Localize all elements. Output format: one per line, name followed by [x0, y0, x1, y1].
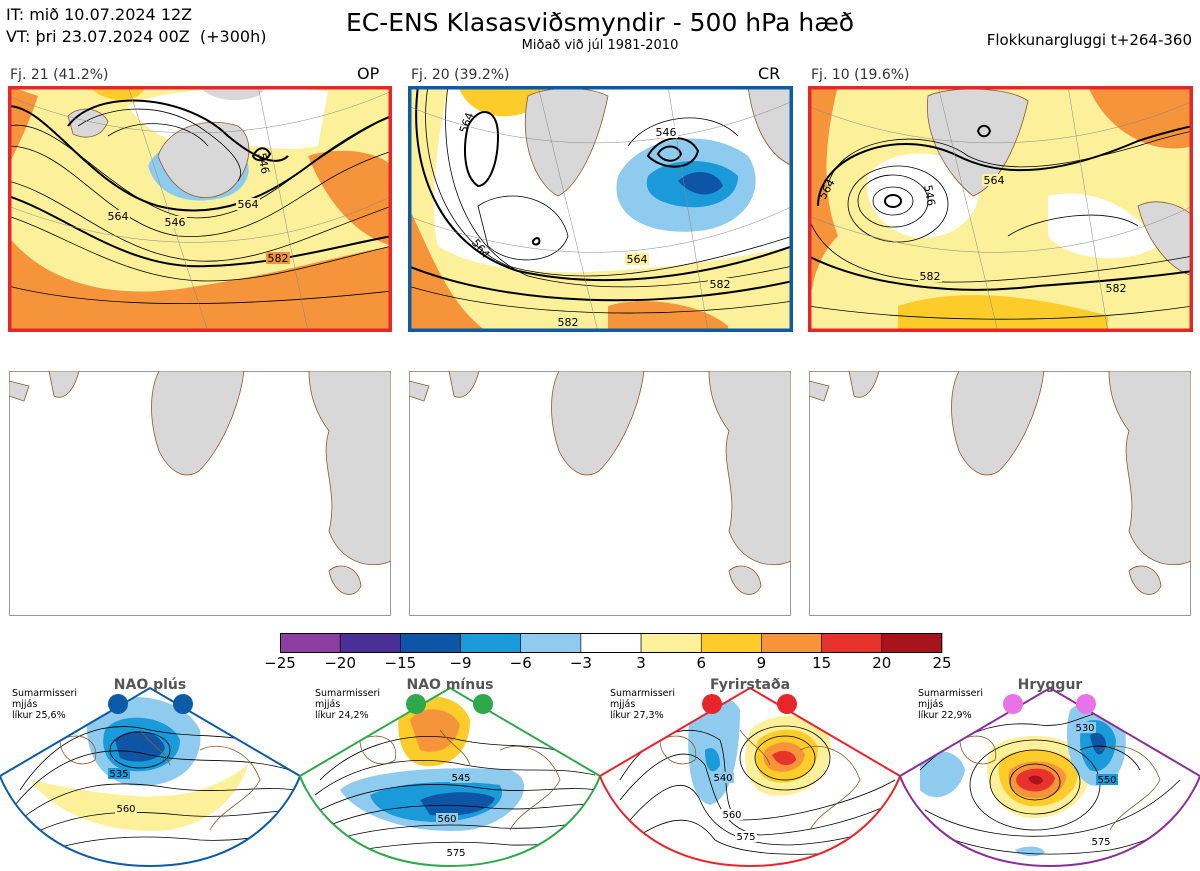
colorbar-tick-label: 3 — [636, 654, 646, 672]
blocking-dot-right — [777, 694, 797, 714]
colorbar-swatch — [881, 633, 943, 653]
cr-border — [408, 86, 793, 332]
op-border — [8, 86, 392, 332]
colorbar-swatch — [821, 633, 883, 653]
cluster-2-contour-582a: 582 — [710, 278, 731, 291]
regime-title-nao-plus: NAO plús — [113, 677, 187, 693]
ridge-frame — [898, 686, 1200, 868]
colorbar-swatch — [640, 633, 702, 653]
ridge-dot-right — [1076, 694, 1096, 714]
cluster-1-contour-564a: 564 — [108, 210, 129, 223]
cluster-2-contour-582b: 582 — [558, 316, 579, 329]
nao-minus-contour-575: 575 — [446, 848, 465, 859]
cluster-3-contour-582a: 582 — [920, 270, 941, 283]
blank-map-2 — [409, 371, 791, 616]
classification-window: Flokkunargluggi t+264-360 — [986, 31, 1192, 49]
nao-minus-frame — [298, 686, 602, 868]
colorbar-tick-label: −3 — [569, 654, 592, 672]
cluster-2-tag: CR — [758, 64, 781, 83]
colorbar-tick-label: −6 — [509, 654, 532, 672]
colorbar-swatch — [339, 633, 401, 653]
colorbar-tick-label: −25 — [264, 654, 296, 672]
nao-minus-contour-560: 560 — [437, 814, 456, 825]
header-run-info: IT: mið 10.07.2024 12Z VT: þri 23.07.202… — [6, 4, 266, 48]
ridge-dot-left — [1003, 694, 1023, 714]
nao-plus-dot-right — [173, 694, 193, 714]
colorbar — [280, 633, 943, 653]
nao-minus-dot-right — [473, 694, 493, 714]
colorbar-tick-label: 15 — [812, 654, 832, 672]
regime-title-nao-minus: NAO mínus — [406, 677, 494, 693]
cluster-1-contour-582: 582 — [268, 252, 289, 265]
colorbar-tick-label: −15 — [384, 654, 417, 672]
colorbar-tick-label: 6 — [696, 654, 707, 672]
nao-minus-contour-545: 545 — [451, 773, 470, 784]
colorbar-tick-label: 20 — [872, 654, 892, 672]
cluster-1-contour-546b: 546 — [255, 152, 271, 175]
regime-note-nao-plus: Sumarmisseri mjjás líkur 25,6% — [12, 688, 78, 721]
page-title: EC-ENS Klasasviðsmyndir - 500 hPa hæð — [345, 8, 855, 37]
page-subtitle: Miðað við júl 1981-2010 — [521, 38, 679, 53]
ridge-contour-550: 550 — [1097, 775, 1116, 786]
colorbar-swatch — [280, 633, 341, 653]
cluster-2-label: Fj. 20 (39.2%) — [411, 67, 510, 83]
cluster-3-contour-546: 546 — [921, 184, 937, 207]
blocking-contour-575: 575 — [736, 832, 755, 843]
colorbar-swatch — [761, 633, 822, 653]
nao-plus-dot-left — [108, 694, 128, 714]
regime-maps: 535 560 545 560 575 — [0, 686, 1200, 868]
cluster-3-contour-564a: 564 — [984, 174, 1005, 187]
regime-title-ridge: Hryggur — [1017, 677, 1083, 693]
colorbar-swatch — [460, 633, 522, 653]
regime-note-nao-minus: Sumarmisseri mjjás líkur 24,2% — [315, 688, 381, 721]
colorbar-tick-label: −20 — [324, 654, 356, 672]
nao-plus-contour-535: 535 — [109, 769, 128, 780]
cluster-3-border — [808, 86, 1193, 332]
regime-note-ridge: Sumarmisseri mjjás líkur 22,9% — [918, 688, 984, 721]
cluster-1-contour-564b: 564 — [238, 198, 259, 211]
valid-time: VT: þri 23.07.2024 00Z (+300h) — [6, 27, 267, 46]
ridge-contour-575: 575 — [1091, 837, 1110, 848]
blocking-frame — [598, 686, 902, 868]
nao-minus-dot-left — [406, 694, 426, 714]
colorbar-tick-label: 25 — [932, 654, 952, 672]
colorbar-swatch — [580, 633, 642, 653]
cluster-3-contour-582b: 582 — [1106, 282, 1127, 295]
blocking-contour-540: 540 — [713, 773, 732, 784]
cluster-1-label: Fj. 21 (41.2%) — [10, 67, 109, 83]
cluster-map-3: 546 564 582 582 564 — [808, 86, 1193, 332]
cluster-2-contour-564b: 564 — [627, 253, 648, 266]
cluster-1-tag: OP — [357, 64, 380, 83]
blank-map-3 — [809, 371, 1191, 616]
colorbar-swatch — [400, 633, 461, 653]
colorbar-swatch — [700, 633, 762, 653]
colorbar-swatch — [520, 633, 582, 653]
ridge-contour-530: 530 — [1075, 723, 1094, 734]
nao-plus-frame — [0, 686, 302, 868]
colorbar-tick-label: −9 — [449, 654, 472, 672]
cluster-map-2: 546 564 582 564 564 582 — [408, 86, 793, 332]
blocking-dot-left — [702, 694, 722, 714]
cluster-map-1: 564 546 582 564 546 — [8, 86, 392, 332]
init-time: IT: mið 10.07.2024 12Z — [6, 5, 193, 24]
colorbar-tick-label: 9 — [756, 654, 767, 672]
cluster-1-contour-546a: 546 — [165, 216, 186, 229]
cluster-2-contour-546: 546 — [656, 126, 677, 139]
nao-plus-contour-560: 560 — [116, 804, 135, 815]
cluster-3-label: Fj. 10 (19.6%) — [811, 67, 910, 83]
blocking-contour-560: 560 — [722, 810, 741, 821]
regime-title-blocking: Fyrirstaða — [709, 677, 791, 693]
regime-note-blocking: Sumarmisseri mjjás líkur 27,3% — [610, 688, 676, 721]
blank-map-1 — [9, 371, 391, 616]
